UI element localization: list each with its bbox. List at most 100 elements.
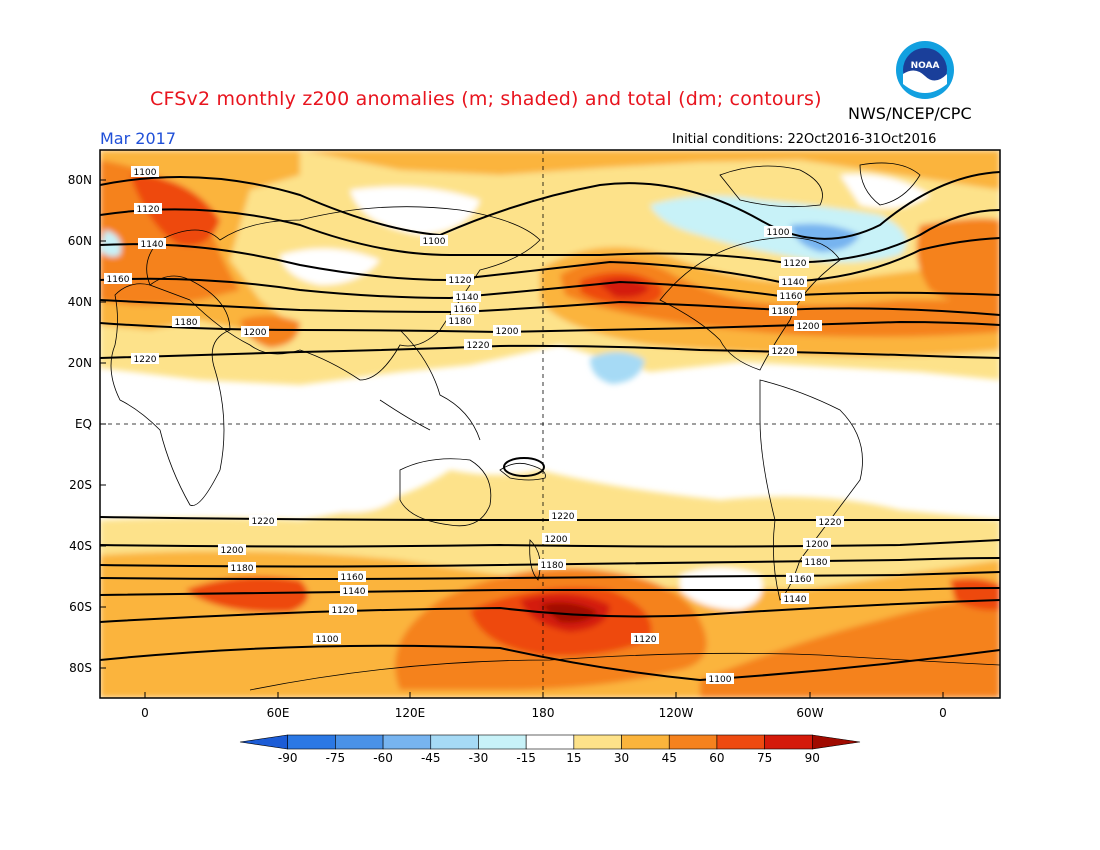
colorbar-swatch (621, 734, 670, 750)
svg-text:1200: 1200 (806, 540, 829, 550)
colorbar-label: 30 (613, 751, 630, 765)
contour-label: 1220 (816, 516, 844, 528)
svg-text:1160: 1160 (789, 575, 812, 585)
contour-label: 1220 (249, 515, 277, 527)
svg-text:1100: 1100 (423, 237, 446, 247)
lon-label-120e: 120E (394, 706, 426, 720)
contour-label: 1100 (313, 633, 341, 645)
svg-text:1200: 1200 (244, 328, 267, 338)
geopotential-contours (100, 171, 1000, 682)
colorbar-swatch (287, 734, 336, 750)
svg-text:1140: 1140 (141, 240, 164, 250)
forecast-month: Mar 2017 (100, 129, 176, 148)
chart-title: CFSv2 monthly z200 anomalies (m; shaded)… (150, 88, 822, 110)
colorbar-label: -45 (420, 751, 441, 765)
svg-text:1160: 1160 (454, 305, 477, 315)
contour-label: 1140 (340, 585, 368, 597)
colorbar-swatch (239, 734, 288, 750)
svg-text:1220: 1220 (552, 512, 575, 522)
contour-label: 1160 (777, 290, 805, 302)
colorbar-label: -30 (468, 751, 489, 765)
contour-label: 1200 (542, 533, 570, 545)
contour-label: 1160 (104, 273, 132, 285)
colorbar-swatch (478, 734, 527, 750)
colorbar-swatch (716, 734, 765, 750)
lat-label-60s: 60S (69, 600, 92, 614)
contour-label: 1120 (134, 203, 162, 215)
initial-conditions: Initial conditions: 22Oct2016-31Oct2016 (672, 132, 937, 147)
contour-label: 1120 (781, 257, 809, 269)
contour-label: 1200 (794, 320, 822, 332)
contour-label: 1220 (769, 345, 797, 357)
contour-label: 1220 (464, 339, 492, 351)
contour-label: 1140 (453, 291, 481, 303)
colorbar-label: -60 (373, 751, 393, 765)
svg-text:1100: 1100 (709, 675, 732, 685)
colorbar-label: 60 (709, 751, 725, 765)
contour-label: 1200 (803, 538, 831, 550)
colorbar-swatch (573, 734, 622, 750)
contour-label: 1120 (329, 604, 357, 616)
contour-label: 1180 (228, 562, 256, 574)
agency-label: NWS/NCEP/CPC (848, 104, 972, 123)
lat-label-20n: 20N (67, 356, 92, 370)
contour-label: 1180 (538, 559, 566, 571)
axis-ticks (100, 179, 944, 698)
lon-label-0: 0 (141, 706, 149, 720)
svg-text:1120: 1120 (784, 259, 807, 269)
contour-label: 1100 (420, 235, 448, 247)
svg-text:1120: 1120 (332, 606, 355, 616)
svg-text:1160: 1160 (107, 275, 130, 285)
svg-text:1220: 1220 (252, 517, 275, 527)
colorbar-swatch (668, 734, 718, 750)
svg-text:NOAA: NOAA (911, 61, 940, 71)
contour-label: 1220 (549, 510, 577, 522)
contour-label: 1200 (493, 325, 521, 337)
contour-label: 1160 (338, 571, 366, 583)
svg-text:1140: 1140 (343, 587, 366, 597)
lat-label-eq: EQ (74, 417, 92, 431)
svg-text:1200: 1200 (496, 327, 519, 337)
lon-label-120w: 120W (658, 706, 694, 720)
svg-text:1160: 1160 (341, 573, 364, 583)
colorbar-label: 15 (566, 751, 582, 765)
svg-text:1120: 1120 (137, 205, 160, 215)
contour-label: 1120 (631, 633, 659, 645)
colorbar-swatch (382, 734, 432, 750)
colorbar-swatch (812, 734, 861, 750)
lat-label-80s: 80S (69, 661, 92, 675)
contour-label: 1120 (446, 274, 474, 286)
svg-text:1180: 1180 (449, 317, 472, 327)
contour-label: 1180 (172, 316, 200, 328)
contour-label: 1140 (781, 593, 809, 605)
contour-label: 1100 (131, 166, 159, 178)
svg-text:1180: 1180 (772, 307, 795, 317)
contour-label: 1100 (764, 226, 792, 238)
lon-label-180: 180 (531, 706, 555, 720)
contour-label: 1160 (451, 303, 479, 315)
svg-text:1140: 1140 (456, 293, 479, 303)
svg-text:1220: 1220 (134, 355, 157, 365)
svg-text:1180: 1180 (231, 564, 254, 574)
noaa-logo-icon: NOAA (896, 41, 954, 99)
contour-label: 1180 (446, 315, 474, 327)
contour-value-labels: 1100 1120 1140 1160 1180 1200 1220 1100 1120 1140… (104, 166, 844, 685)
contour-label: 1200 (241, 326, 269, 338)
lat-label-60n: 60N (67, 234, 92, 248)
svg-text:1220: 1220 (819, 518, 842, 528)
lat-label-20s: 20S (69, 478, 92, 492)
colorbar-label: -15 (516, 751, 536, 765)
lat-label-40s: 40S (69, 539, 92, 553)
lat-label-40n: 40N (67, 295, 92, 309)
colorbar-label: -90 (277, 751, 298, 765)
colorbar-swatch (430, 734, 479, 750)
contour-label: 1180 (769, 305, 797, 317)
svg-text:1180: 1180 (805, 558, 828, 568)
colorbar-swatch (764, 734, 813, 750)
contour-label: 1220 (131, 353, 159, 365)
coastlines (110, 162, 1000, 691)
colorbar-label: 75 (756, 751, 773, 765)
contour-label: 1100 (706, 673, 734, 685)
